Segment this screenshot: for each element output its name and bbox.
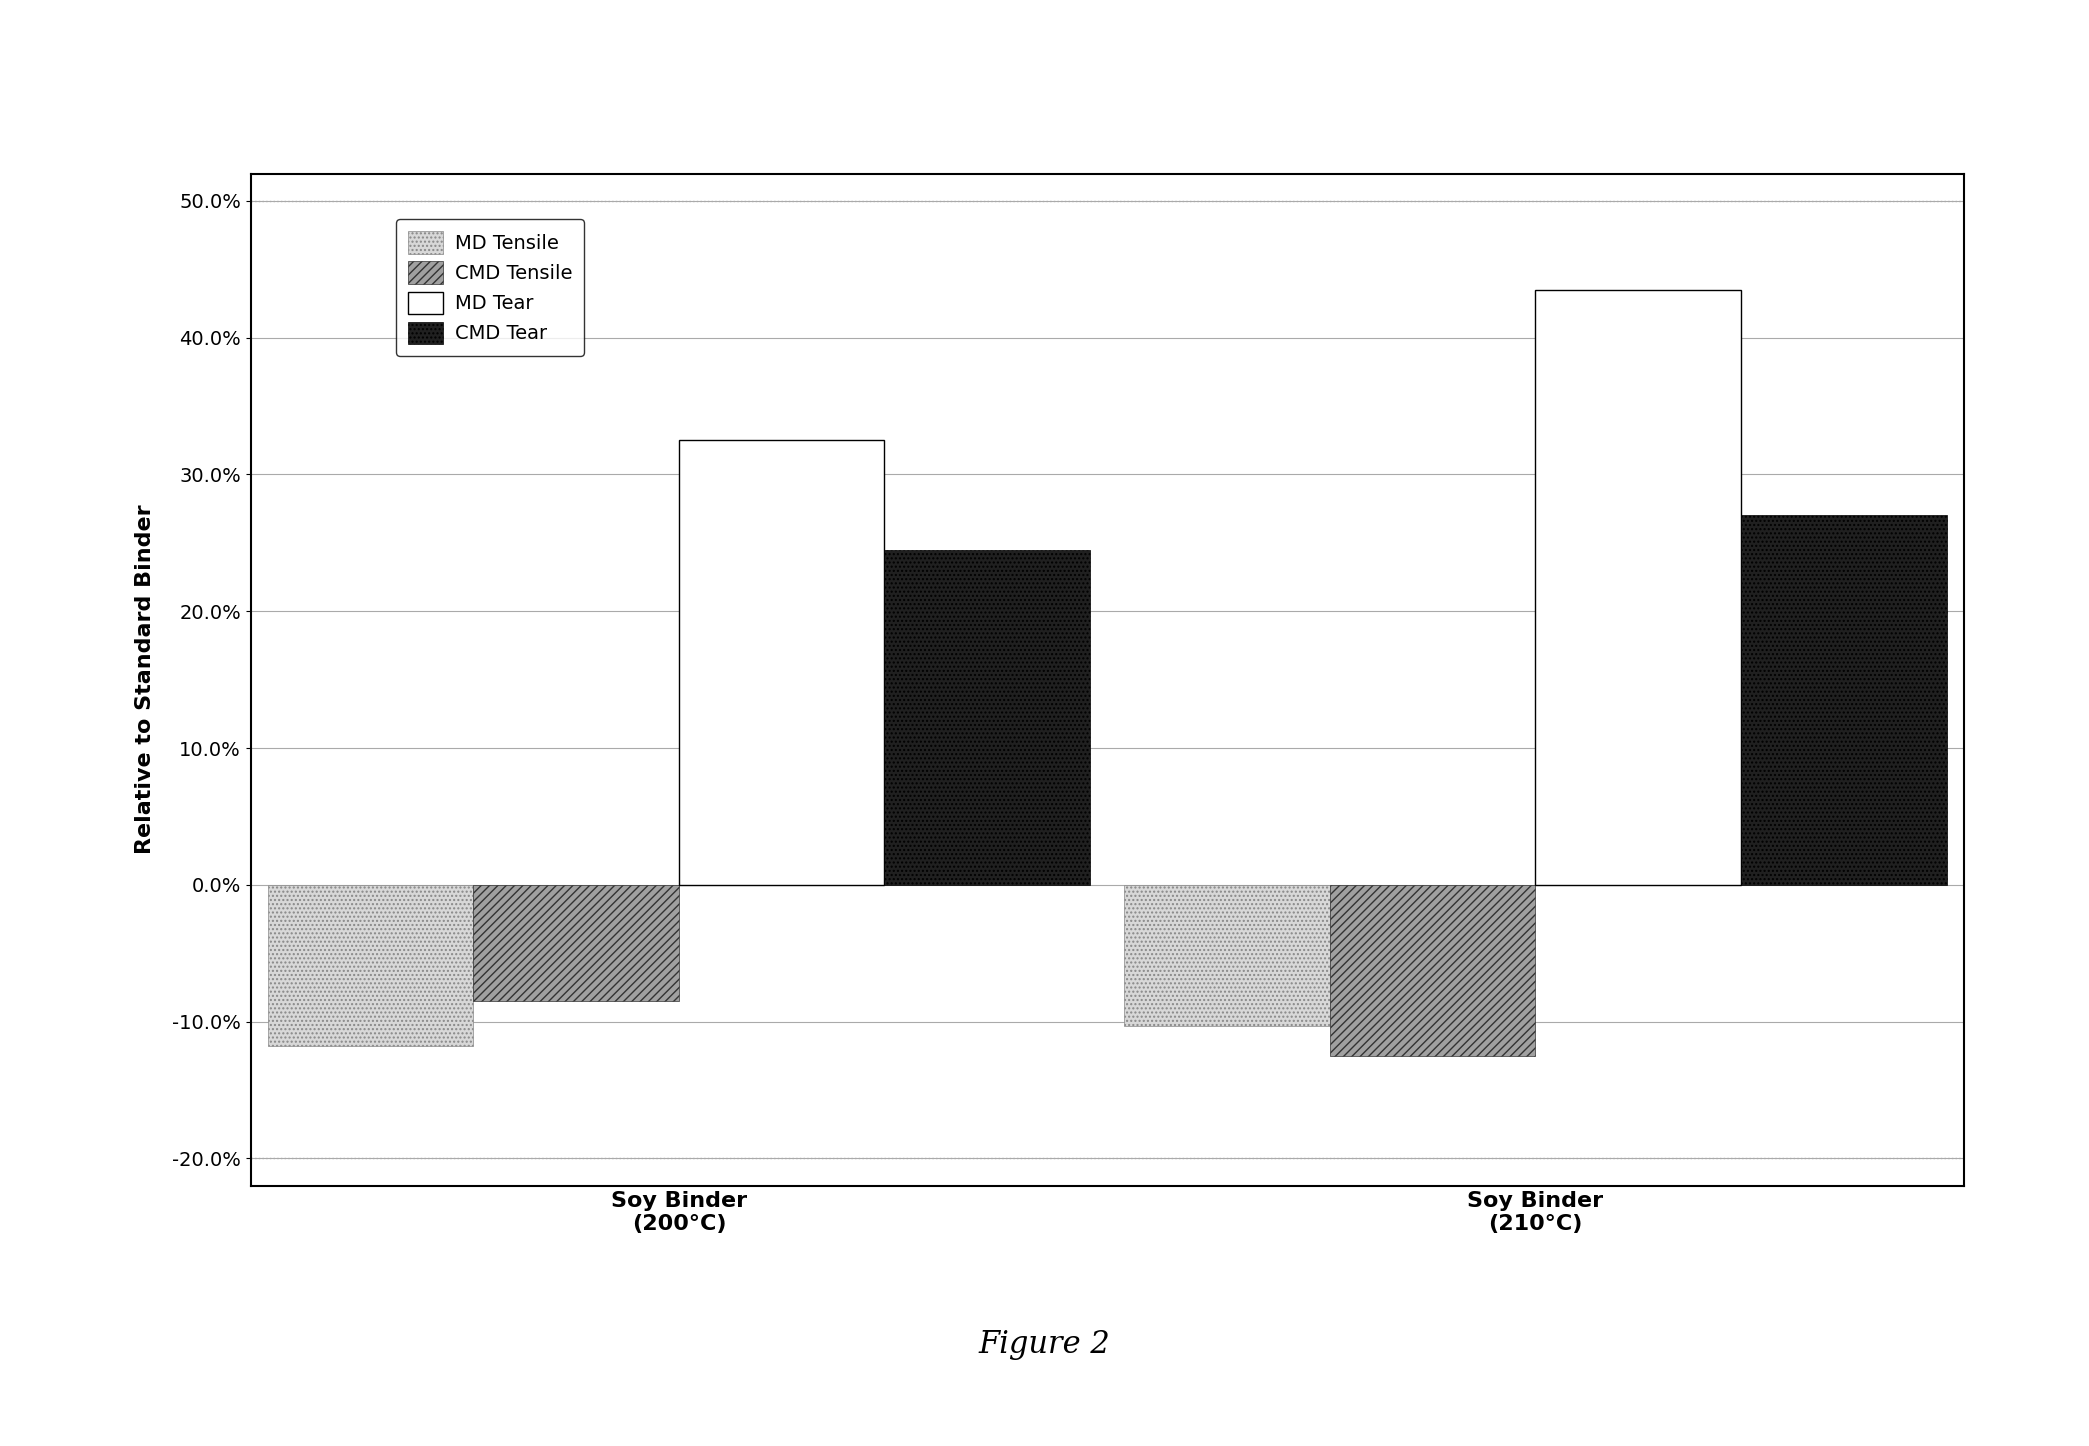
- Bar: [474, 885, 679, 1001]
- Bar: [1124, 885, 1331, 1025]
- Legend: MD Tensile, CMD Tensile, MD Tear, CMD Tear: MD Tensile, CMD Tensile, MD Tear, CMD Te…: [397, 220, 583, 356]
- Text: Figure 2: Figure 2: [978, 1329, 1111, 1361]
- Bar: [679, 440, 884, 885]
- Bar: [1331, 885, 1535, 1056]
- Bar: [267, 885, 474, 1047]
- Bar: [884, 549, 1090, 885]
- Y-axis label: Relative to Standard Binder: Relative to Standard Binder: [136, 505, 155, 855]
- Bar: [1535, 289, 1740, 885]
- Bar: [1740, 515, 1947, 885]
